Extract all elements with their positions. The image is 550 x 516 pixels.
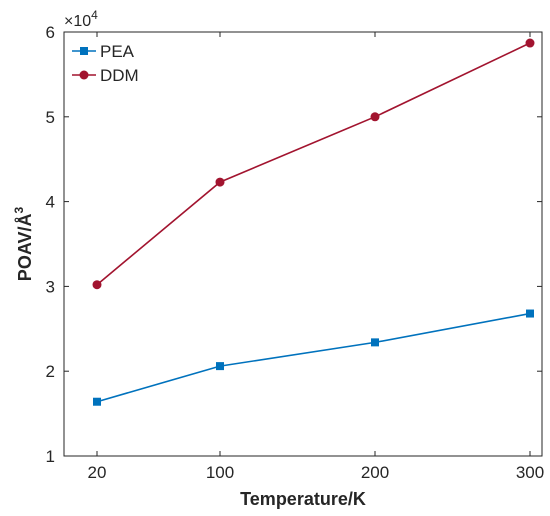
y-tick-label: 5: [46, 108, 55, 127]
series-line-ddm: [96, 42, 531, 286]
legend: PEA DDM: [72, 42, 139, 85]
data-point-ddm: [370, 112, 380, 122]
legend-label-pea: PEA: [100, 42, 135, 61]
y-tick-label: 2: [46, 362, 55, 381]
y-tick-label: 4: [46, 193, 55, 212]
y-tick-label: 6: [46, 23, 55, 42]
series-layer: [92, 38, 535, 406]
x-tick-label: 200: [361, 463, 389, 482]
y-tick-label: 3: [46, 277, 55, 296]
data-point-pea: [93, 397, 101, 406]
legend-marker-pea: [80, 47, 88, 55]
x-tick-label: 300: [516, 463, 544, 482]
series-line-pea: [96, 312, 531, 403]
data-point-ddm: [525, 38, 535, 48]
plot-area: [64, 32, 542, 456]
x-axis-title: Temperature/K: [240, 489, 366, 509]
data-point-pea: [526, 309, 534, 318]
x-tick-label: 100: [206, 463, 234, 482]
x-tick-label: 20: [88, 463, 107, 482]
y-axis-title: POAV/Å3: [12, 207, 35, 282]
data-point-ddm: [92, 280, 102, 290]
data-point-pea: [216, 362, 224, 371]
data-point-pea: [371, 338, 379, 347]
data-point-ddm: [215, 177, 225, 187]
legend-marker-ddm: [79, 70, 89, 80]
plot-frame: [63, 31, 543, 457]
y-multiplier: ×104: [64, 8, 98, 30]
y-tick-label: 1: [46, 447, 55, 466]
legend-label-ddm: DDM: [100, 66, 139, 85]
